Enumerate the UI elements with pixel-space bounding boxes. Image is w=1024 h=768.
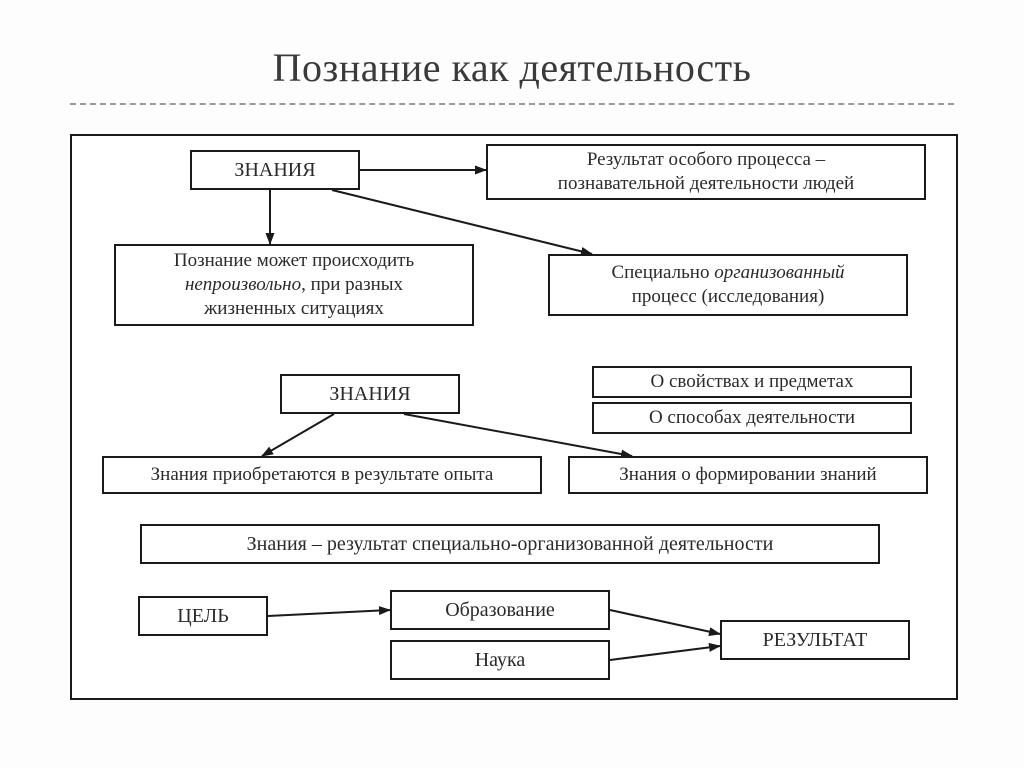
node-goal: ЦЕЛЬ bbox=[138, 596, 268, 636]
title-divider bbox=[70, 103, 954, 105]
slide: Познание как деятельность ЗНАНИЯ Результ… bbox=[0, 0, 1024, 768]
node-result-process: Результат особого процесса –познавательн… bbox=[486, 144, 926, 200]
node-knowledge-2: ЗНАНИЯ bbox=[280, 374, 460, 414]
node-organized-process: Специально организованныйпроцесс (исслед… bbox=[548, 254, 908, 316]
node-about-formation: Знания о формировании знаний bbox=[568, 456, 928, 494]
node-knowledge-1: ЗНАНИЯ bbox=[190, 150, 360, 190]
page-title: Познание как деятельность bbox=[0, 0, 1024, 91]
diagram-frame: ЗНАНИЯ Результат особого процесса –позна… bbox=[70, 134, 958, 700]
node-about-methods: О способах деятельности bbox=[592, 402, 912, 434]
node-organized-result: Знания – результат специально-организова… bbox=[140, 524, 880, 564]
node-result: РЕЗУЛЬТАТ bbox=[720, 620, 910, 660]
node-about-properties: О свойствах и предметах bbox=[592, 366, 912, 398]
node-science: Наука bbox=[390, 640, 610, 680]
node-education: Образование bbox=[390, 590, 610, 630]
node-involuntary: Познание может происходитьнепроизвольно,… bbox=[114, 244, 474, 326]
node-from-experience: Знания приобретаются в результате опыта bbox=[102, 456, 542, 494]
